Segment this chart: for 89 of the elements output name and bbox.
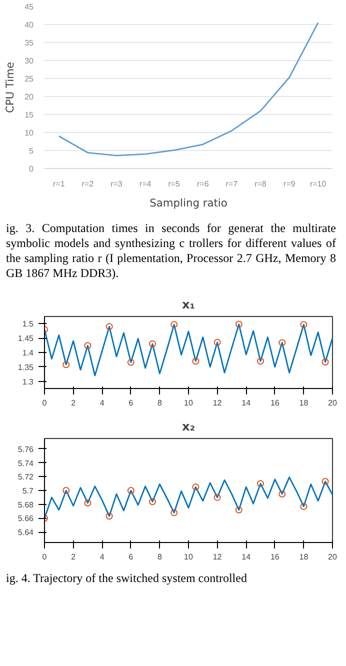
x-tick-label: r=8 [254,180,267,188]
y-tick-label: 30 [24,56,34,66]
y-tick-label: 10 [24,128,34,138]
line-series [44,324,332,376]
point [84,499,92,506]
point [149,498,156,506]
line-series [44,476,332,519]
point [149,340,156,348]
y-axis-title: CPU Time [4,62,17,114]
x-tick-label: 0 [42,398,48,408]
point [192,358,200,365]
point [322,358,329,366]
x-tick-label: r=5 [168,180,181,188]
text: ig. 4. Trajectory of the switched system controlled [6,571,247,586]
y-tick-label: 15 [24,110,34,120]
x-tick-label: 8 [157,552,162,562]
x-tick-label: r=6 [197,180,210,188]
text: ig. 3. Computation times in seconds for generat the multirate symbolic models and synthesizing c trollers for different values of the sampling ratio r (I plementation, Processor 2.7 GHz, Memory 8 GB 1867 MHz DDR3). [6,221,336,281]
y-tick-label: 40 [24,20,34,30]
point [62,361,70,368]
x-tick-label: 14 [242,398,252,408]
point [84,342,92,350]
y-tick-label: 5.64 [18,528,34,538]
x-tick-label: r=10 [310,180,327,188]
y-tick-label: 5.76 [18,444,34,454]
point [170,509,178,516]
x-axis-title: Sampling ratio [150,196,228,210]
x-tick-label: 20 [328,398,338,408]
x-tick-label: 8 [157,398,162,408]
x-tick-label: 12 [212,552,222,562]
point [278,490,286,498]
y-tick-label: 5 [29,146,34,156]
point [106,512,113,520]
y-tick-label: 5.68 [18,500,34,510]
point [214,338,221,346]
y-tick-label: 1.5 [22,320,34,329]
x-tick-label: 2 [71,398,76,408]
x-tick-label: r=2 [82,180,94,188]
y-tick-label: 1.3 [22,377,34,386]
x-tick-label: 18 [299,552,309,562]
x-tick-label: r=7 [226,180,238,188]
y-tick-label: 5.66 [18,514,34,524]
point [62,487,70,494]
x-tick-label: 6 [128,398,134,408]
x-tick-label: 20 [328,552,338,562]
y-tick-label: 0 [29,164,34,174]
x-tick-label: r=4 [139,180,152,188]
x-tick-label: 18 [299,398,309,408]
x-tick-label: 0 [42,552,48,562]
y-tick-label: 1.35 [18,362,34,372]
y-tick-label: 35 [24,38,34,48]
point [192,484,200,491]
point [278,339,286,346]
x-tick-label: r=3 [110,180,123,188]
point [106,323,113,330]
point [127,358,134,366]
line-series [58,22,319,156]
y-tick-label: 5.72 [18,472,34,482]
chart-title: x₁ [182,298,195,312]
x-tick-label: 4 [100,552,105,562]
y-tick-label: 1.4 [22,348,34,358]
x-tick-label: 6 [128,552,134,562]
y-tick-label: 5.74 [18,458,34,468]
y-tick-label: 25 [24,74,34,84]
y-tick-label: 1.45 [18,334,34,344]
y-tick-label: 20 [24,92,34,102]
y-tick-label: 5.7 [22,486,34,496]
point [170,321,178,328]
x-tick-label: r=9 [283,180,296,188]
point [322,478,329,485]
x-tick-label: 4 [100,398,105,408]
x-tick-label: 12 [212,398,222,408]
x-tick-label: 10 [184,552,194,562]
x-tick-label: 2 [71,552,76,562]
x-tick-label: r=1 [53,180,66,188]
y-tick-label: 45 [24,2,34,12]
point [214,494,221,501]
point [127,487,134,494]
x-tick-label: 10 [184,398,194,408]
chart-title: x₂ [182,420,195,434]
point [235,506,242,514]
x-tick-label: 16 [270,398,280,408]
point [257,358,264,365]
point [300,321,308,328]
x-tick-label: 16 [270,552,280,562]
point [257,480,264,488]
point [300,502,308,510]
point [235,320,242,328]
x-tick-label: 14 [242,552,252,562]
